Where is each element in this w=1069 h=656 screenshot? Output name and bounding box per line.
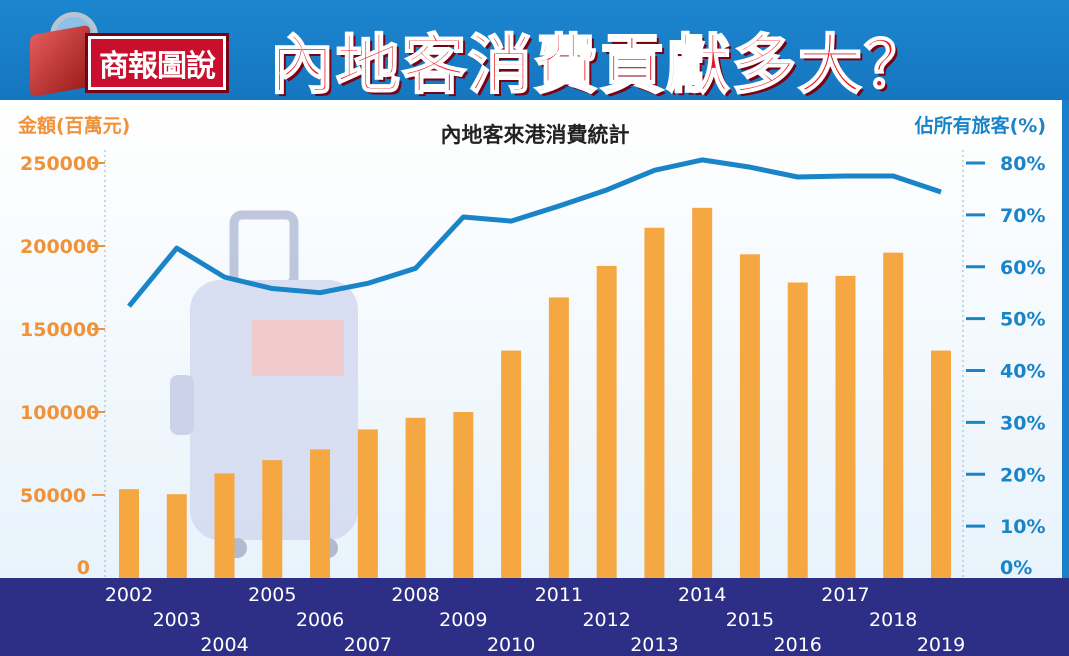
bar-2004 — [214, 473, 235, 578]
year-label: 2010 — [487, 634, 535, 656]
left-tick-label: 250000 — [20, 153, 99, 175]
left-tick-label: 0 — [77, 557, 90, 579]
left-tick-label: 100000 — [20, 402, 99, 424]
year-label: 2007 — [344, 634, 392, 656]
left-axis-label: 金額(百萬元) — [17, 114, 130, 137]
year-label: 2004 — [200, 634, 248, 656]
year-label: 2013 — [630, 634, 678, 656]
left-tick-label: 50000 — [20, 485, 86, 507]
bar-2010 — [501, 350, 522, 578]
year-label: 2006 — [296, 609, 344, 631]
right-tick-label: 30% — [1000, 412, 1045, 434]
year-label: 2019 — [917, 634, 965, 656]
right-tick-label: 10% — [1000, 516, 1045, 538]
year-label: 2008 — [391, 584, 439, 606]
bar-2018 — [883, 252, 904, 578]
share-line — [127, 157, 942, 308]
left-tick-label: 200000 — [20, 236, 99, 258]
bar-2016 — [787, 282, 808, 578]
column-badge: 商報圖說 — [88, 36, 226, 90]
bar-2006 — [310, 449, 331, 578]
year-label: 2011 — [535, 584, 583, 606]
year-label: 2017 — [821, 584, 869, 606]
year-label: 2014 — [678, 584, 726, 606]
right-tick-label: 80% — [1000, 153, 1045, 175]
year-label: 2015 — [726, 609, 774, 631]
bar-2009 — [453, 412, 474, 578]
bar-2003 — [166, 494, 187, 578]
year-label: 2005 — [248, 584, 296, 606]
bar-2007 — [357, 429, 378, 578]
bar-2019 — [931, 350, 951, 578]
year-label: 2012 — [582, 609, 630, 631]
right-tick-label: 60% — [1000, 257, 1045, 279]
bar-2015 — [739, 254, 760, 579]
year-label: 2009 — [439, 609, 487, 631]
right-tick-label: 50% — [1000, 309, 1045, 331]
year-label: 2002 — [105, 584, 153, 606]
right-border — [1062, 100, 1069, 578]
bar-2017 — [835, 275, 856, 578]
year-label: 2003 — [153, 609, 201, 631]
right-tick-label: 40% — [1000, 361, 1045, 383]
header-banner: 商報圖說 內地客消費貢獻多大？ — [0, 0, 1069, 104]
right-tick-label: 20% — [1000, 464, 1045, 486]
chart-title: 內地客來港消費統計 — [441, 123, 630, 147]
bar-2002 — [119, 489, 139, 578]
bar-2012 — [596, 265, 617, 578]
year-axis-band — [0, 578, 1069, 656]
right-tick-label: 0% — [1000, 557, 1032, 579]
right-axis-label: 佔所有旅客(%) — [914, 114, 1046, 137]
right-tick-label: 70% — [1000, 205, 1045, 227]
left-tick-label: 150000 — [20, 319, 99, 341]
year-label: 2018 — [869, 609, 917, 631]
headline: 內地客消費貢獻多大？ — [269, 28, 930, 104]
bar-2013 — [644, 227, 665, 579]
bar-2005 — [262, 460, 283, 578]
bar-2011 — [548, 297, 569, 578]
bar-2014 — [692, 207, 713, 578]
bar-2008 — [405, 417, 426, 578]
year-label: 2016 — [774, 634, 822, 656]
